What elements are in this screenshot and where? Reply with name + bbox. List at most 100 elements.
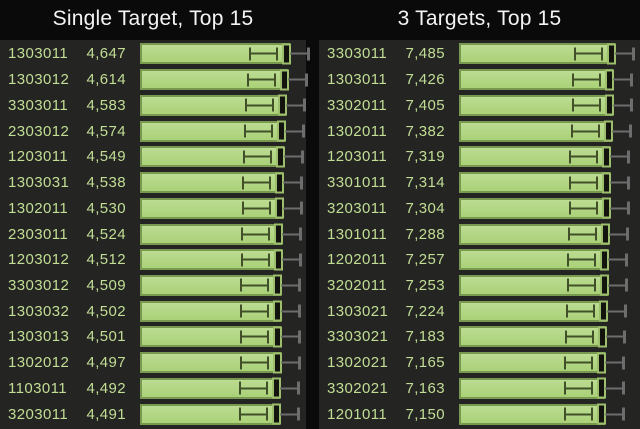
bar-track xyxy=(140,43,310,65)
outer-error-whisker-icon xyxy=(610,176,630,190)
inner-error-whisker-icon xyxy=(240,330,269,344)
value-bar xyxy=(459,69,633,91)
inner-error-whisker-icon xyxy=(564,356,593,370)
value-bar xyxy=(459,223,629,245)
row-id-label: 3303011 xyxy=(327,45,388,63)
chart-row: 1301011 7,288 xyxy=(319,221,640,247)
row-value-label: 4,491 xyxy=(86,405,126,423)
title-gutter xyxy=(306,0,319,40)
bar-track xyxy=(140,377,306,399)
row-value-label: 4,492 xyxy=(86,379,126,397)
row-value-label: 4,502 xyxy=(86,302,126,320)
title-bar: Single Target, Top 15 3 Targets, Top 15 xyxy=(0,0,640,40)
inner-error-whisker-icon xyxy=(567,278,596,292)
inner-error-whisker-icon xyxy=(574,47,603,61)
row-id-label: 2303012 xyxy=(8,122,70,140)
chart-row: 1303021 7,224 xyxy=(319,298,640,324)
row-value-label: 7,382 xyxy=(405,122,445,140)
row-id-label: 1302011 xyxy=(327,122,388,140)
row-id-label: 3203011 xyxy=(327,199,388,217)
row-value-label: 4,512 xyxy=(86,251,126,269)
inner-error-whisker-icon xyxy=(567,253,596,267)
chart-row: 1203011 4,549 xyxy=(0,144,306,170)
bar-track xyxy=(140,223,306,245)
value-bar xyxy=(140,377,300,399)
chart-row: 1103011 4,492 xyxy=(0,376,306,402)
row-id-label: 1302012 xyxy=(8,354,70,372)
outer-error-whisker-icon xyxy=(605,381,625,395)
value-bar xyxy=(140,326,301,348)
chart-row: 3302021 7,163 xyxy=(319,376,640,402)
value-bar xyxy=(140,172,303,194)
bar-track xyxy=(459,172,640,194)
outer-error-whisker-icon xyxy=(280,407,300,421)
inner-error-whisker-icon xyxy=(569,201,598,215)
row-value-label: 7,314 xyxy=(405,174,445,192)
value-bar xyxy=(140,403,300,425)
value-bar xyxy=(140,120,305,142)
inner-error-whisker-icon xyxy=(569,176,598,190)
row-value-label: 7,257 xyxy=(405,251,445,269)
chart-row: 3301011 7,314 xyxy=(319,170,640,196)
value-bar xyxy=(140,249,302,271)
value-bar xyxy=(459,120,632,142)
row-value-label: 7,163 xyxy=(405,379,445,397)
outer-error-whisker-icon xyxy=(282,227,302,241)
outer-error-whisker-icon xyxy=(283,176,303,190)
inner-error-whisker-icon xyxy=(240,278,269,292)
value-bar xyxy=(459,274,628,296)
chart-row: 3203011 4,491 xyxy=(0,401,306,427)
chart-row: 1303011 7,426 xyxy=(319,67,640,93)
outer-error-whisker-icon xyxy=(284,150,304,164)
bar-track xyxy=(459,274,640,296)
value-bar xyxy=(459,43,635,65)
chart-row: 3303011 7,485 xyxy=(319,41,640,67)
inner-error-whisker-icon xyxy=(569,150,598,164)
bar-track xyxy=(140,69,308,91)
outer-error-whisker-icon xyxy=(613,73,633,87)
chart-row: 1303011 4,647 xyxy=(0,41,310,67)
bar-track xyxy=(459,249,640,271)
chart-row: 3202011 7,253 xyxy=(319,273,640,299)
inner-error-whisker-icon xyxy=(243,150,272,164)
inner-error-whisker-icon xyxy=(571,124,600,138)
bar-track xyxy=(140,120,306,142)
inner-error-whisker-icon xyxy=(239,381,268,395)
value-bar xyxy=(459,403,625,425)
row-value-label: 7,319 xyxy=(405,148,445,166)
chart-row: 3303021 7,183 xyxy=(319,324,640,350)
outer-error-whisker-icon xyxy=(605,356,625,370)
inner-error-whisker-icon xyxy=(572,98,601,112)
outer-error-whisker-icon xyxy=(612,124,632,138)
value-bar xyxy=(459,94,633,116)
bar-track xyxy=(140,146,306,168)
row-id-label: 1203011 xyxy=(8,148,69,166)
row-id-label: 1303011 xyxy=(327,71,388,89)
outer-error-whisker-icon xyxy=(608,253,628,267)
outer-error-whisker-icon xyxy=(281,356,301,370)
chart-row: 1203012 4,512 xyxy=(0,247,306,273)
row-value-label: 4,509 xyxy=(86,276,126,294)
chart-row: 1302011 7,382 xyxy=(319,118,640,144)
chart-row: 1201011 7,150 xyxy=(319,401,640,427)
outer-error-whisker-icon xyxy=(609,227,629,241)
inner-error-whisker-icon xyxy=(240,356,269,370)
row-value-label: 4,497 xyxy=(86,354,126,372)
outer-error-whisker-icon xyxy=(606,330,626,344)
chart-row: 1303013 4,501 xyxy=(0,324,306,350)
row-value-label: 4,524 xyxy=(86,225,126,243)
inner-error-whisker-icon xyxy=(564,407,593,421)
value-bar xyxy=(140,352,301,374)
bar-track xyxy=(459,300,640,322)
chart-title-three-targets: 3 Targets, Top 15 xyxy=(397,7,562,30)
inner-error-whisker-icon xyxy=(241,253,270,267)
row-value-label: 4,538 xyxy=(86,174,126,192)
chart-row: 1203011 7,319 xyxy=(319,144,640,170)
inner-error-whisker-icon xyxy=(247,73,276,87)
row-id-label: 1303013 xyxy=(8,328,70,346)
outer-error-whisker-icon xyxy=(285,124,305,138)
chart-panels: 1303011 4,647 1303012 4,614 3303011 4,58… xyxy=(0,40,640,429)
outer-error-whisker-icon xyxy=(281,330,301,344)
bar-track xyxy=(140,172,306,194)
bar-track xyxy=(459,377,640,399)
